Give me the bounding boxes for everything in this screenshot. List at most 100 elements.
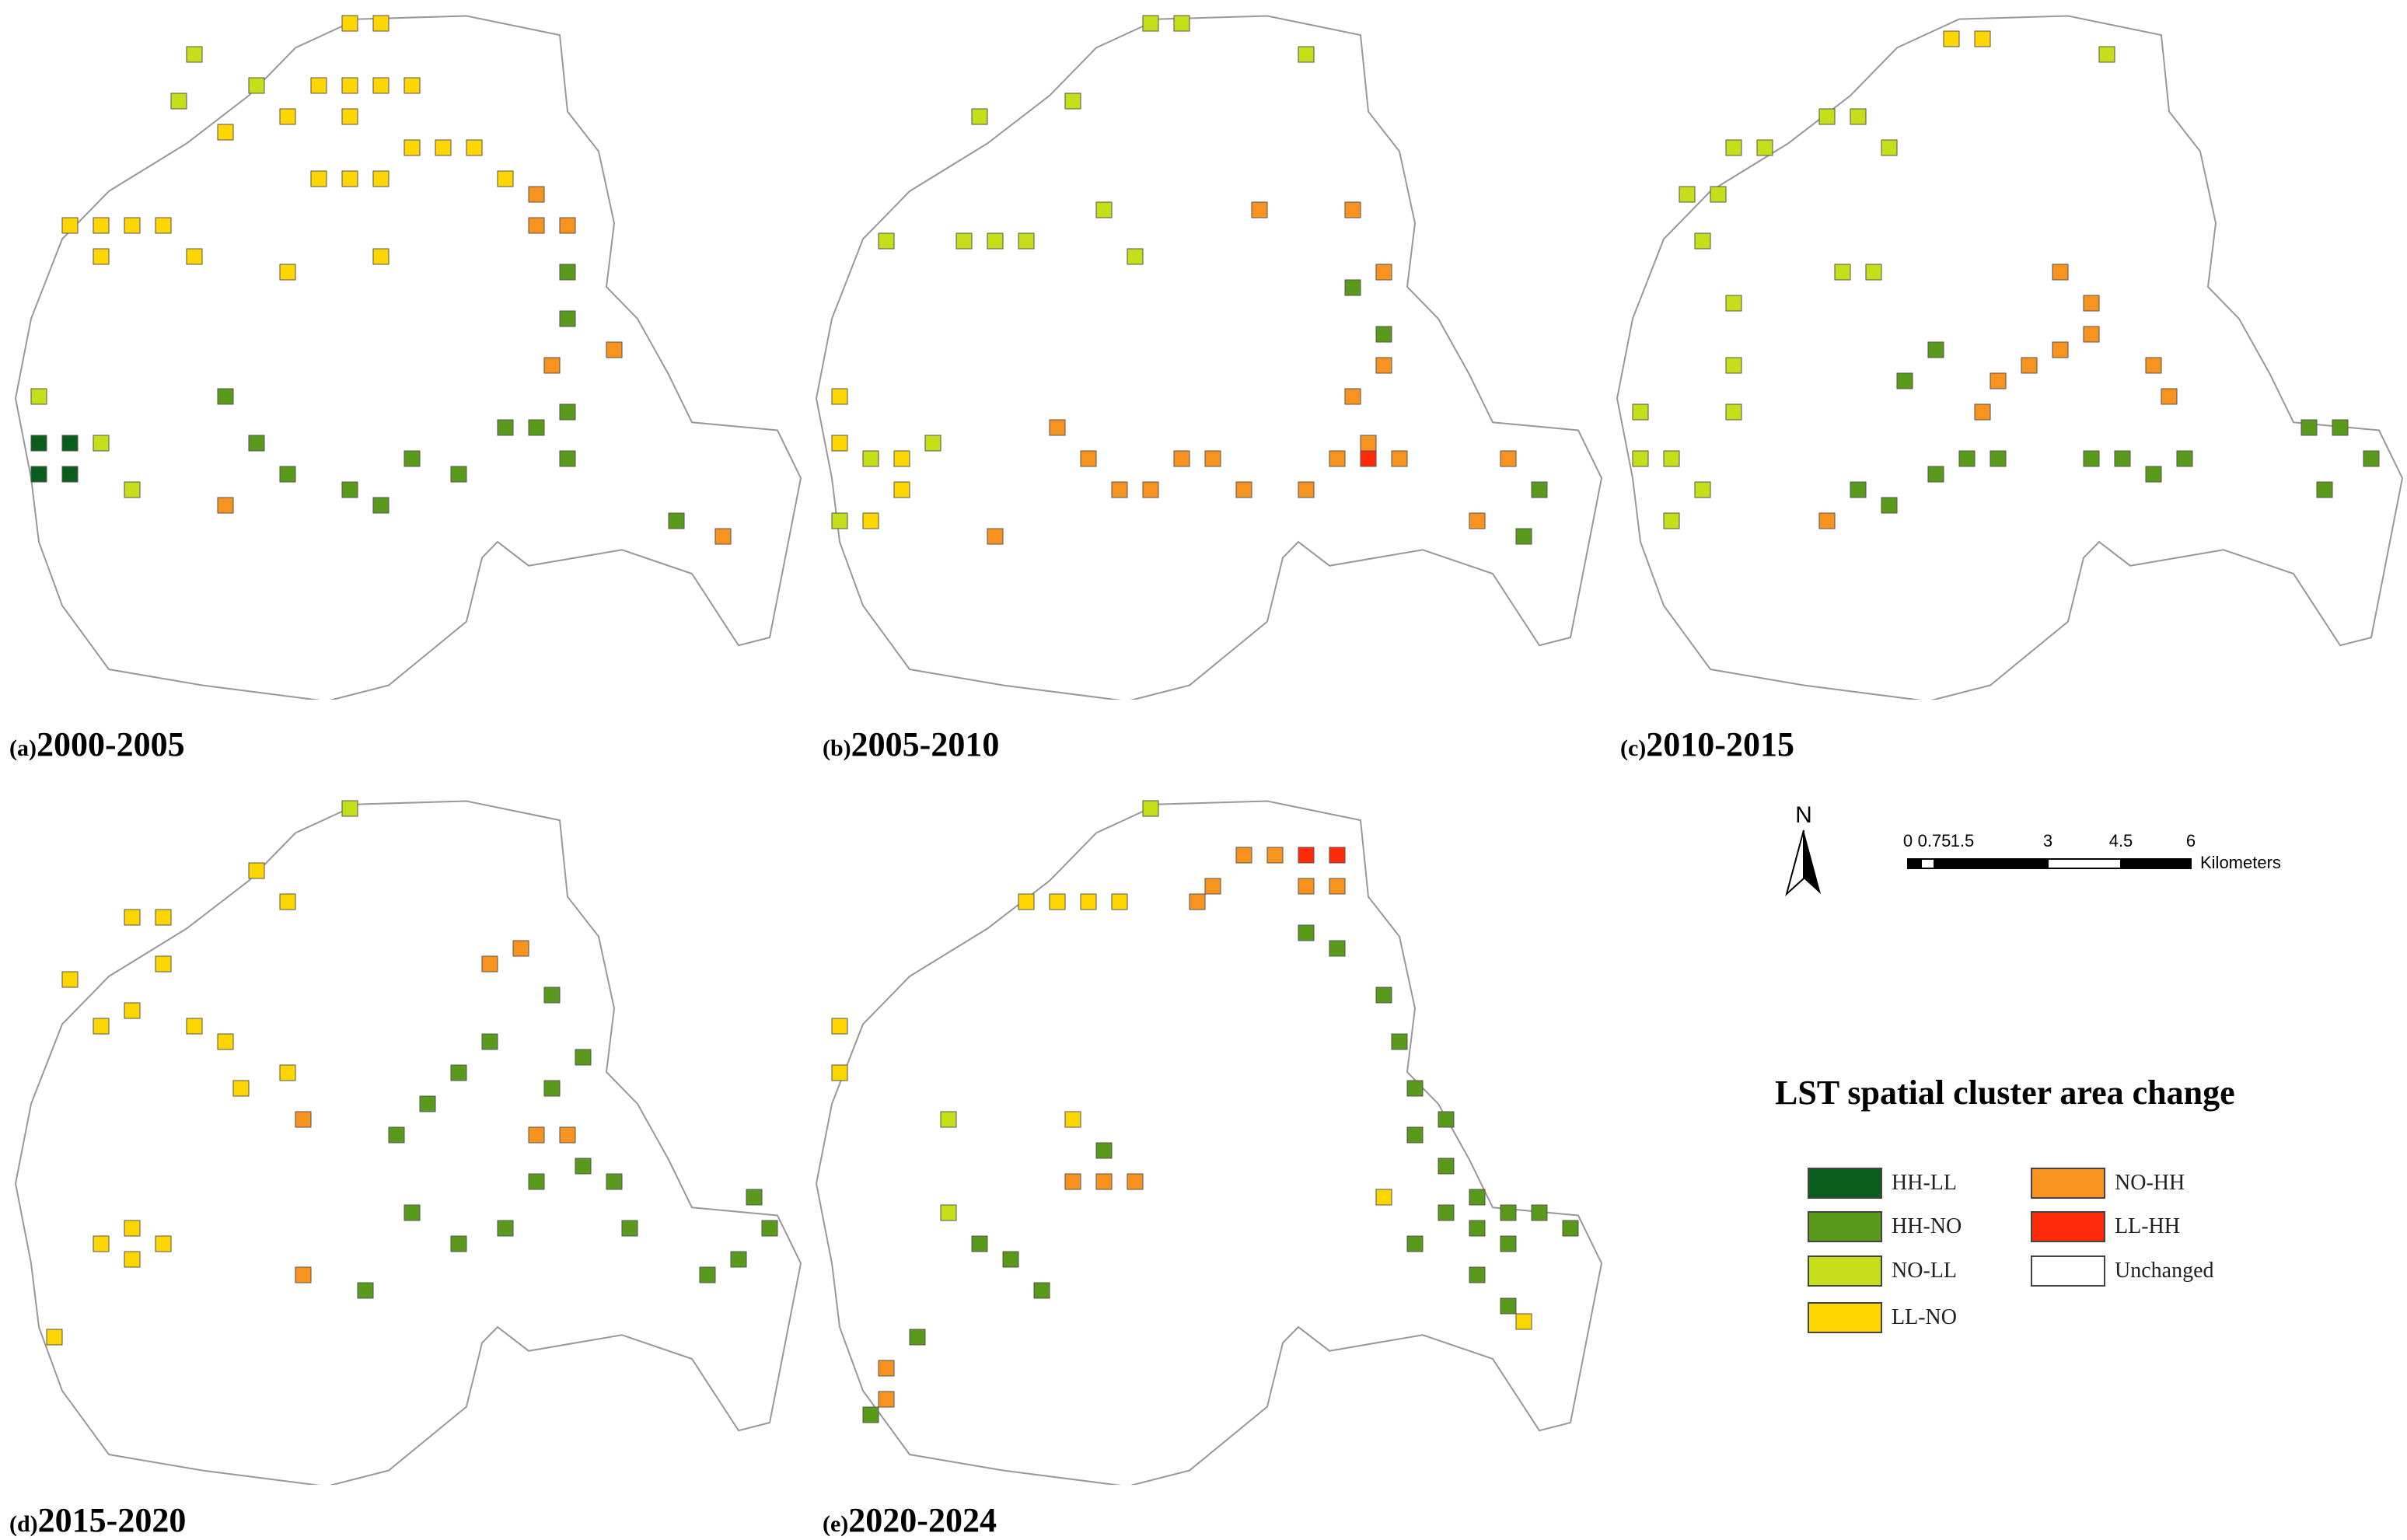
cluster-cell — [1974, 403, 1991, 421]
cluster-cell — [893, 450, 910, 467]
cluster-cell — [955, 232, 973, 250]
cluster-cell — [559, 217, 576, 234]
cluster-cell — [971, 108, 988, 125]
cluster-cell — [1515, 528, 1532, 545]
legend-swatch — [1808, 1255, 1882, 1287]
cluster-cell — [1531, 1204, 1548, 1221]
cluster-cell — [1818, 108, 1836, 125]
scale-tick-label: 4.5 — [2109, 831, 2133, 850]
cluster-cell — [559, 450, 576, 467]
cluster-cell — [528, 217, 545, 234]
cluster-cell — [971, 1235, 988, 1252]
cluster-cells — [831, 800, 1579, 1423]
cluster-cell — [1469, 1189, 1486, 1206]
cluster-cell — [1204, 878, 1221, 895]
cluster-cell — [93, 435, 110, 452]
cluster-cell — [1142, 481, 1159, 498]
cluster-cell — [341, 800, 358, 817]
cluster-cell — [372, 497, 390, 514]
cluster-cell — [606, 1173, 623, 1190]
cluster-cell — [248, 862, 265, 879]
legend-swatch — [1808, 1302, 1882, 1333]
cluster-cells — [1632, 30, 2380, 529]
cluster-cell — [1095, 1142, 1113, 1159]
cluster-cell — [1018, 893, 1035, 910]
cluster-cell — [621, 1220, 638, 1237]
cluster-cell — [61, 466, 79, 483]
cluster-cell — [1406, 1080, 1424, 1097]
cluster-cell — [186, 1018, 203, 1035]
cluster-cell — [124, 1002, 141, 1019]
cluster-cell — [435, 139, 452, 156]
cluster-cell — [940, 1204, 957, 1221]
cluster-cell — [1881, 497, 1898, 514]
cluster-cell — [1235, 847, 1252, 864]
legend-label: HH-NO — [1892, 1214, 1962, 1238]
cluster-cells — [831, 15, 1548, 545]
map-panel-d: (d)2015-2020 — [0, 785, 809, 1539]
cluster-cell — [217, 124, 234, 141]
cluster-cell — [1632, 403, 1649, 421]
cluster-cell — [924, 435, 941, 452]
scale-bar: 0 0.75 1.5 3 4.5 6 Kilometers — [1903, 831, 2281, 872]
cluster-cell — [1142, 15, 1159, 32]
panel-caption: (e)2020-2024 — [823, 1501, 997, 1539]
cluster-cell — [1298, 924, 1315, 941]
cluster-cell — [2083, 450, 2100, 467]
map-a — [14, 15, 802, 700]
cluster-cell — [1204, 450, 1221, 467]
cluster-cell — [1663, 512, 1680, 529]
cluster-cell — [2363, 450, 2380, 467]
cluster-cell — [2145, 357, 2162, 374]
cluster-cell — [1500, 450, 1517, 467]
cluster-cells — [30, 15, 732, 545]
cluster-cell — [61, 971, 79, 988]
cluster-cell — [1360, 450, 1377, 467]
scale-tick-label: 0.75 — [1918, 831, 1951, 850]
cluster-cell — [419, 1095, 436, 1112]
cluster-cell — [1064, 93, 1081, 110]
cluster-cells — [46, 800, 778, 1346]
cluster-cell — [93, 217, 110, 234]
study-area-boundary — [14, 15, 802, 700]
cluster-cell — [1632, 450, 1649, 467]
cluster-cell — [1298, 46, 1315, 63]
legend-label: NO-LL — [1892, 1259, 1957, 1283]
cluster-cell — [1111, 481, 1128, 498]
cluster-cell — [1018, 232, 1035, 250]
legend-swatch — [2031, 1211, 2105, 1242]
cluster-cell — [1469, 512, 1486, 529]
cluster-cell — [481, 1033, 498, 1050]
cluster-cell — [279, 893, 296, 910]
cluster-cell — [1173, 450, 1190, 467]
panel-caption: (d)2015-2020 — [9, 1501, 187, 1539]
panel-caption: (b)2005-2010 — [823, 725, 1000, 763]
cluster-cell — [1251, 201, 1268, 218]
cluster-cell — [893, 481, 910, 498]
cluster-cell — [1500, 1204, 1517, 1221]
cluster-cell — [1095, 1173, 1113, 1190]
cluster-cell — [1329, 450, 1346, 467]
scale-tick-label: 6 — [2186, 831, 2196, 850]
cluster-cell — [341, 15, 358, 32]
cluster-cell — [543, 1080, 561, 1097]
cluster-cell — [341, 77, 358, 94]
cluster-cell — [2083, 326, 2100, 343]
cluster-cell — [2176, 450, 2193, 467]
cluster-cell — [1049, 893, 1066, 910]
legend-title: LST spatial cluster area change — [1775, 1074, 2235, 1112]
cluster-cell — [559, 264, 576, 281]
cluster-cell — [862, 450, 879, 467]
cluster-cell — [909, 1329, 926, 1346]
cluster-cell — [2161, 388, 2178, 405]
cluster-cell — [1002, 1251, 1019, 1268]
cluster-cell — [1406, 1126, 1424, 1144]
cluster-cell — [1142, 800, 1159, 817]
cluster-cell — [497, 1220, 514, 1237]
cluster-cell — [232, 1080, 250, 1097]
scale-unit-label: Kilometers — [2200, 853, 2281, 872]
cluster-cell — [1406, 1235, 1424, 1252]
cluster-cell — [1033, 1282, 1050, 1299]
cluster-cell — [1298, 481, 1315, 498]
cluster-cell — [61, 435, 79, 452]
